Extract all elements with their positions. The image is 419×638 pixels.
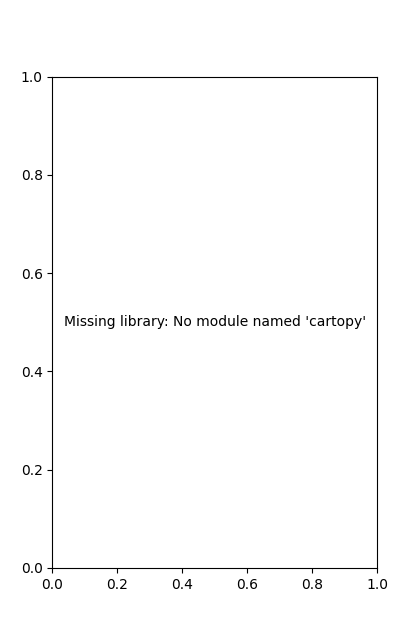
Text: Missing library: No module named 'cartopy': Missing library: No module named 'cartop… xyxy=(64,315,366,329)
